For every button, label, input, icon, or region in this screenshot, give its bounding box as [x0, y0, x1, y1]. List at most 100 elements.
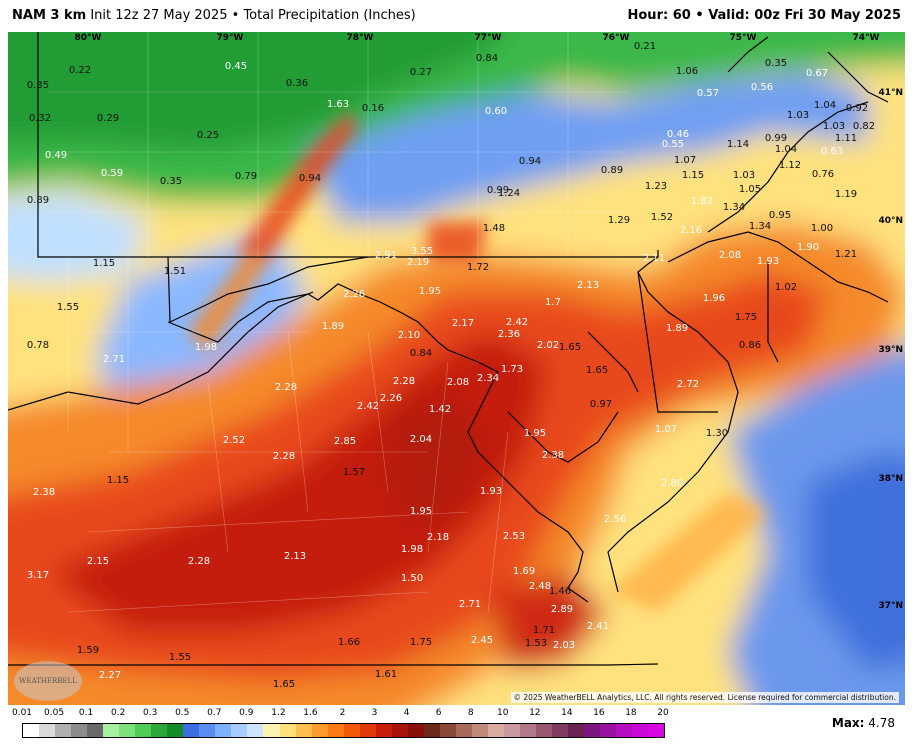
legend-tick-label: 1.6	[303, 708, 318, 718]
hour-value: 60	[672, 8, 691, 23]
legend-swatch	[439, 724, 456, 737]
precip-value-label: 0.99	[765, 133, 787, 144]
precip-value-label: 1.15	[93, 258, 115, 269]
legend-swatch	[311, 724, 328, 737]
legend-tick-label: 0.7	[207, 708, 222, 718]
precip-value-label: 0.84	[410, 348, 432, 359]
precip-value-label: 1.04	[814, 100, 836, 111]
precip-value-label: 0.22	[69, 65, 91, 76]
precip-value-label: 0.95	[769, 210, 791, 221]
legend-tick-label: 0.2	[110, 708, 126, 718]
legend-swatch	[247, 724, 264, 737]
precip-value-label: 1.42	[429, 404, 451, 415]
precip-value-label: 1.55	[169, 652, 191, 663]
max-value: Max: 4.78	[832, 716, 895, 730]
precip-value-label: 1.07	[655, 424, 677, 435]
legend-tick-label: 6	[435, 708, 442, 718]
precip-value-label: 1.19	[835, 189, 857, 200]
precip-value-label: 2.18	[427, 532, 449, 543]
legend-swatch	[135, 724, 152, 737]
legend-tick-label: 0.1	[78, 708, 94, 718]
precip-value-label: 2.38	[33, 487, 55, 498]
precip-value-label: 0.35	[160, 176, 182, 187]
lon-label-80w: 80°W	[75, 33, 102, 43]
precip-value-label: 1.05	[739, 184, 761, 195]
lon-label-78w: 78°W	[347, 33, 374, 43]
precip-value-label: 0.21	[634, 41, 656, 52]
legend-swatch	[343, 724, 360, 737]
precip-value-label: 2.48	[529, 581, 551, 592]
legend-swatch	[295, 724, 312, 737]
legend-tick-label: 1.2	[271, 708, 286, 718]
precip-value-label: 2.71	[459, 599, 481, 610]
precip-value-label: 1.59	[77, 645, 99, 656]
precip-value-label: 0.92	[846, 103, 868, 114]
precip-value-label: 0.79	[235, 171, 257, 182]
precip-value-label: 0.63	[821, 146, 843, 157]
precip-value-label: 1.23	[645, 181, 667, 192]
legend-swatch	[167, 724, 184, 737]
precip-value-label: 2.13	[284, 551, 306, 562]
legend-swatch	[263, 724, 280, 737]
legend-swatch	[183, 724, 200, 737]
lat-lon-labels: 80°W 79°W 78°W 77°W 76°W 75°W 74°W 41°N …	[75, 33, 903, 611]
precip-streaks	[188, 112, 768, 612]
legend-swatch	[568, 724, 585, 737]
legend-tick-label: 3	[371, 708, 378, 718]
legend-swatch	[407, 724, 424, 737]
legend-swatch	[55, 724, 72, 737]
legend-tick-label: 2	[339, 708, 346, 718]
precip-value-label: 1.95	[410, 506, 432, 517]
precip-value-label: 0.16	[362, 103, 384, 114]
legend-tick-label: 18	[625, 708, 637, 718]
precip-value-label: 2.72	[677, 379, 699, 390]
max-value-number: 4.78	[868, 716, 895, 730]
precip-value-label: 0.29	[97, 113, 119, 124]
precip-value-label: 2.85	[334, 436, 356, 447]
precip-value-label: 0.59	[101, 168, 123, 179]
precip-value-label: 1.48	[483, 223, 505, 234]
lat-label-40n: 40°N	[878, 216, 903, 226]
legend-swatch	[471, 724, 488, 737]
precip-value-label: 1.34	[723, 202, 745, 213]
precip-value-label: 1.69	[513, 566, 535, 577]
legend-swatch	[103, 724, 120, 737]
forecast-time: Hour: 60 • Valid: 00z Fri 30 May 2025	[628, 8, 902, 23]
precip-value-label: 2.13	[577, 280, 599, 291]
precip-value-label: 3.17	[27, 570, 49, 581]
precip-value-label: 2.17	[452, 318, 474, 329]
precip-value-label: 0.89	[27, 195, 49, 206]
legend-swatch	[327, 724, 344, 737]
legend-swatch	[519, 724, 536, 737]
legend-swatch	[119, 724, 136, 737]
valid-label: Valid:	[708, 8, 750, 23]
legend-swatch	[23, 724, 40, 737]
precip-value-label: 1.29	[608, 215, 630, 226]
precip-value-label: 2.11	[643, 253, 665, 264]
legend-tick-label: 8	[467, 708, 474, 718]
legend-swatch	[215, 724, 232, 737]
init-time: Init 12z 27 May 2025	[90, 8, 228, 23]
precip-value-label: 1.52	[651, 212, 673, 223]
precip-value-label: 1.65	[559, 342, 581, 353]
legend-tick-label: 0.3	[143, 708, 158, 718]
precip-value-label: 0.45	[225, 61, 247, 72]
precip-value-label: 1.71	[533, 625, 555, 636]
precip-field	[8, 32, 905, 705]
precip-value-label: 1.07	[674, 155, 696, 166]
precip-value-label: 2.28	[188, 556, 210, 567]
legend-labels: 0.01 0.05 0.1 0.2 0.3 0.5 0.7 0.9 1.2 1.6 2 3 4 6 8 10 1…	[12, 708, 674, 722]
legend-swatch	[87, 724, 104, 737]
product-title: NAM 3 km Init 12z 27 May 2025 • Total Pr…	[12, 8, 416, 23]
state-boundaries	[8, 32, 889, 666]
precip-value-label: 1.50	[401, 573, 423, 584]
precip-value-label: 1.98	[401, 544, 423, 555]
precip-value-label: 2.42	[506, 317, 528, 328]
precip-value-label: 0.82	[853, 121, 875, 132]
precip-value-label: 2.16	[680, 225, 702, 236]
legend-swatch	[391, 724, 408, 737]
precip-value-label: 0.97	[590, 399, 612, 410]
hour-label: Hour:	[627, 8, 669, 23]
legend-tick-label: 4	[403, 708, 410, 718]
precip-value-label: 0.49	[45, 150, 67, 161]
